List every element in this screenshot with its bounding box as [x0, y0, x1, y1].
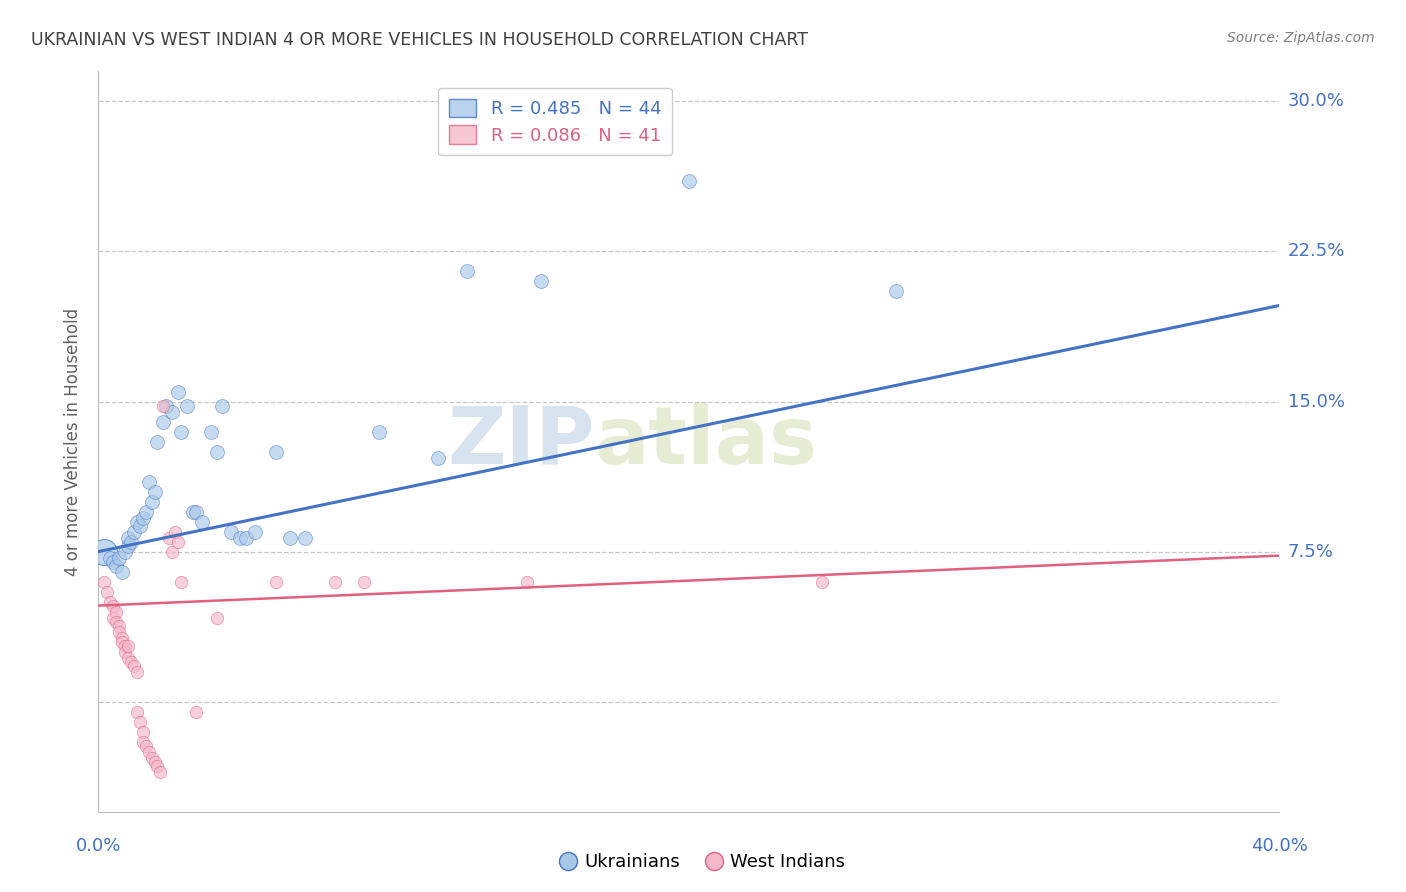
Legend: Ukrainians, West Indians: Ukrainians, West Indians: [554, 847, 852, 879]
Text: 22.5%: 22.5%: [1288, 243, 1346, 260]
Point: [146, 758, 169, 772]
Point: [132, 734, 155, 748]
Point: [105, 558, 128, 573]
Point: [884, 285, 907, 299]
Point: [427, 450, 450, 465]
Text: 0.0%: 0.0%: [76, 837, 121, 855]
Point: [167, 534, 190, 549]
Point: [152, 399, 174, 413]
Point: [191, 515, 214, 529]
Point: [143, 755, 166, 769]
Point: [128, 518, 150, 533]
Legend: R = 0.485   N = 44, R = 0.086   N = 41: R = 0.485 N = 44, R = 0.086 N = 41: [439, 87, 672, 155]
Point: [98, 550, 121, 565]
Point: [96, 584, 118, 599]
Point: [117, 531, 139, 545]
Point: [221, 524, 243, 539]
Point: [143, 484, 166, 499]
Point: [93, 574, 115, 589]
Point: [108, 618, 131, 632]
Point: [114, 639, 136, 653]
Point: [114, 645, 136, 659]
Point: [162, 404, 183, 418]
Point: [368, 425, 391, 439]
Text: 30.0%: 30.0%: [1288, 93, 1344, 111]
Point: [132, 724, 155, 739]
Point: [353, 574, 375, 589]
Point: [170, 425, 193, 439]
Point: [108, 550, 131, 565]
Point: [205, 444, 228, 458]
Text: Source: ZipAtlas.com: Source: ZipAtlas.com: [1227, 31, 1375, 45]
Text: ZIP: ZIP: [447, 402, 595, 481]
Point: [135, 505, 157, 519]
Point: [93, 544, 115, 558]
Point: [149, 764, 172, 779]
Point: [103, 555, 125, 569]
Point: [280, 531, 302, 545]
Point: [200, 425, 222, 439]
Point: [125, 515, 148, 529]
Point: [111, 634, 134, 648]
Point: [141, 750, 163, 764]
Point: [108, 624, 131, 639]
Point: [678, 174, 700, 188]
Point: [138, 475, 160, 489]
Point: [162, 544, 183, 558]
Point: [98, 594, 121, 608]
Point: [103, 610, 125, 624]
Text: 7.5%: 7.5%: [1288, 542, 1334, 560]
Point: [264, 444, 287, 458]
Point: [264, 574, 287, 589]
Point: [146, 434, 169, 449]
Point: [117, 539, 139, 553]
Point: [184, 705, 207, 719]
Point: [243, 524, 266, 539]
Point: [132, 510, 155, 524]
Point: [105, 605, 128, 619]
Point: [114, 544, 136, 558]
Point: [229, 531, 252, 545]
Point: [141, 494, 163, 508]
Point: [294, 531, 316, 545]
Point: [125, 665, 148, 679]
Point: [155, 399, 177, 413]
Point: [117, 650, 139, 665]
Point: [323, 574, 346, 589]
Point: [205, 610, 228, 624]
Text: 15.0%: 15.0%: [1288, 392, 1344, 410]
Point: [111, 565, 134, 579]
Y-axis label: 4 or more Vehicles in Household: 4 or more Vehicles in Household: [65, 308, 83, 575]
Text: atlas: atlas: [595, 402, 817, 481]
Point: [135, 739, 157, 753]
Point: [120, 534, 142, 549]
Point: [128, 714, 150, 729]
Point: [170, 574, 193, 589]
Point: [138, 745, 160, 759]
Point: [516, 574, 538, 589]
Point: [211, 399, 233, 413]
Point: [120, 655, 142, 669]
Point: [165, 524, 187, 539]
Text: UKRAINIAN VS WEST INDIAN 4 OR MORE VEHICLES IN HOUSEHOLD CORRELATION CHART: UKRAINIAN VS WEST INDIAN 4 OR MORE VEHIC…: [31, 31, 808, 49]
Point: [184, 505, 207, 519]
Point: [457, 264, 479, 278]
Point: [176, 399, 198, 413]
Point: [157, 531, 180, 545]
Point: [103, 599, 125, 613]
Point: [810, 574, 832, 589]
Point: [530, 275, 553, 289]
Point: [125, 705, 148, 719]
Point: [122, 524, 145, 539]
Text: 40.0%: 40.0%: [1251, 837, 1308, 855]
Point: [111, 631, 134, 645]
Point: [167, 384, 190, 399]
Point: [117, 639, 139, 653]
Point: [122, 658, 145, 673]
Point: [152, 415, 174, 429]
Point: [105, 615, 128, 629]
Point: [181, 505, 204, 519]
Point: [235, 531, 257, 545]
